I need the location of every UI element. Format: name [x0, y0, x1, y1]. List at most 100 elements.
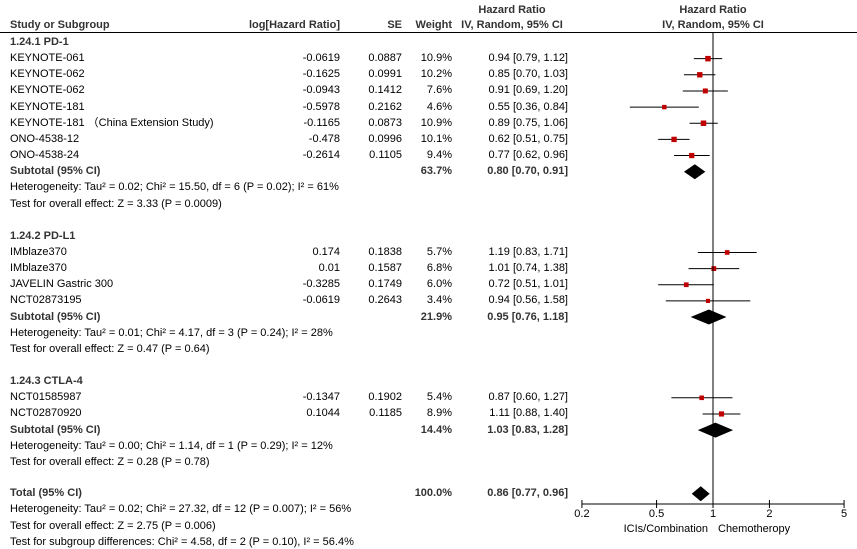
study-hr-ci: 0.72 [0.51, 1.01] [488, 278, 568, 291]
study-name: KEYNOTE-061 [10, 52, 85, 65]
study-loghr: -0.1165 [303, 116, 341, 129]
x-axis-tick-label: 0.5 [648, 508, 665, 520]
study-hr-ci: 0.55 [0.36, 0.84] [488, 100, 568, 113]
study-weight: 9.4% [426, 149, 452, 162]
column-header-hr-line2: IV, Random, 95% CI [461, 19, 563, 31]
study-hr-ci: 0.77 [0.62, 0.96] [488, 149, 568, 162]
study-hr-ci: 0.94 [0.79, 1.12] [488, 52, 568, 65]
study-weight: 10.1% [420, 132, 452, 145]
study-loghr: -0.1347 [302, 391, 340, 404]
study-name: IMblaze370 [10, 262, 67, 275]
x-axis-tick-label: 0.2 [574, 508, 590, 520]
study-hr-ci: 0.62 [0.51, 0.75] [488, 132, 568, 145]
study-se: 0.1412 [368, 84, 402, 97]
plot-header-line1: Hazard Ratio [679, 4, 747, 16]
study-point-estimate [683, 282, 689, 288]
subtotal-label: Subtotal (95% CI) [10, 310, 101, 323]
study-point-estimate [705, 298, 711, 303]
study-name: KEYNOTE-062 [10, 68, 85, 81]
study-loghr: 0.174 [312, 245, 340, 258]
study-weight: 7.6% [426, 84, 452, 97]
study-name: KEYNOTE-062 [10, 84, 85, 97]
study-point-estimate [671, 136, 677, 143]
study-name: NCT02870920 [10, 407, 82, 420]
study-se: 0.0873 [368, 116, 402, 129]
study-se: 0.1105 [369, 149, 402, 162]
subtotal-label: Subtotal (95% CI) [10, 423, 101, 436]
study-name: ONO-4538-12 [10, 132, 80, 145]
study-loghr: -0.5978 [302, 100, 340, 113]
total-weight: 100.0% [414, 487, 452, 500]
subgroup-title: 1.24.2 PD-L1 [10, 229, 76, 242]
study-point-estimate [699, 395, 704, 401]
subtotal-hr-ci: 1.03 [0.83, 1.28] [487, 423, 568, 436]
overall-effect-text: Test for overall effect: Z = 3.33 (P = 0… [10, 197, 222, 210]
study-name: KEYNOTE-181 [10, 100, 85, 113]
overall-effect-text: Test for overall effect: Z = 0.28 (P = 0… [10, 455, 210, 468]
study-weight: 10.9% [420, 116, 452, 129]
study-weight: 10.2% [420, 68, 452, 81]
study-se: 0.0887 [368, 52, 402, 65]
study-loghr: -0.1625 [302, 68, 340, 81]
subtotal-weight: 21.9% [420, 310, 452, 323]
column-header-se: SE [387, 19, 402, 31]
subtotal-hr-ci: 0.95 [0.76, 1.18] [487, 310, 568, 323]
subtotal-hr-ci: 0.80 [0.70, 0.91] [487, 165, 568, 178]
study-loghr: -0.478 [308, 132, 340, 145]
study-se: 0.2162 [368, 100, 402, 113]
x-axis-tick-label: 1 [709, 508, 717, 520]
heterogeneity-text: Heterogeneity: Tau² = 0.02; Chi² = 15.50… [10, 181, 339, 194]
study-weight: 4.6% [426, 100, 452, 113]
study-point-estimate [700, 120, 707, 126]
study-name: NCT02873195 [10, 294, 82, 307]
x-axis-left-label: ICIs/Combination [623, 523, 708, 535]
subgroup-title: 1.24.1 PD-1 [10, 36, 69, 48]
total-label: Total (95% CI) [10, 487, 82, 500]
study-se: 0.1185 [369, 407, 402, 420]
total-heterogeneity-text: Heterogeneity: Tau² = 0.02; Chi² = 27.32… [10, 503, 352, 516]
study-hr-ci: 0.89 [0.75, 1.06] [488, 116, 568, 129]
total-overall-effect-text: Test for overall effect: Z = 2.75 (P = 0… [10, 519, 216, 532]
subtotal-diamond [697, 422, 734, 438]
study-hr-ci: 1.19 [0.83, 1.71] [488, 245, 568, 258]
study-se: 0.0996 [368, 132, 402, 145]
study-loghr: -0.0619 [302, 294, 340, 307]
study-se: 0.1838 [368, 245, 402, 258]
column-header-study: Study or Subgroup [10, 19, 110, 31]
column-header-hr-line1: Hazard Ratio [478, 4, 546, 16]
study-name: IMblaze370 [10, 245, 67, 258]
total-diamond [691, 486, 710, 502]
study-loghr: 0.1044 [306, 407, 340, 420]
study-se: 0.0991 [368, 68, 402, 81]
study-point-estimate [689, 152, 695, 159]
study-weight: 6.8% [426, 262, 452, 275]
study-point-estimate [705, 55, 711, 62]
study-se: 0.1749 [368, 278, 402, 291]
study-hr-ci: 0.91 [0.69, 1.20] [488, 84, 568, 97]
study-loghr: 0.01 [318, 262, 340, 275]
study-loghr: -0.2614 [302, 149, 340, 162]
study-se: 0.1902 [368, 391, 402, 404]
study-hr-ci: 1.11 [0.88, 1.40] [489, 407, 568, 420]
study-weight: 5.7% [426, 245, 452, 258]
subtotal-weight: 14.4% [420, 423, 452, 436]
x-axis-tick-label: 5 [840, 508, 848, 520]
study-point-estimate [724, 250, 730, 255]
subgroup-title: 1.24.3 CTLA-4 [10, 375, 83, 388]
heterogeneity-text: Heterogeneity: Tau² = 0.00; Chi² = 1.14,… [10, 439, 333, 452]
x-axis-right-label: Chemotheropy [718, 523, 791, 535]
heterogeneity-text: Heterogeneity: Tau² = 0.01; Chi² = 4.17,… [10, 326, 333, 339]
study-name: ONO-4538-24 [10, 149, 80, 162]
column-header-loghr: log[Hazard Ratio] [248, 19, 340, 31]
study-point-estimate [662, 104, 667, 110]
study-name: NCT01585987 [10, 391, 82, 404]
study-name: KEYNOTE-181 （China Extension Study) [10, 116, 214, 129]
subtotal-diamond [690, 309, 727, 325]
study-weight: 5.4% [426, 391, 452, 404]
subtotal-diamond [683, 164, 706, 180]
study-weight: 10.9% [420, 52, 452, 65]
study-name: JAVELIN Gastric 300 [10, 278, 114, 291]
study-weight: 8.9% [426, 407, 452, 420]
study-se: 0.2643 [368, 294, 402, 307]
